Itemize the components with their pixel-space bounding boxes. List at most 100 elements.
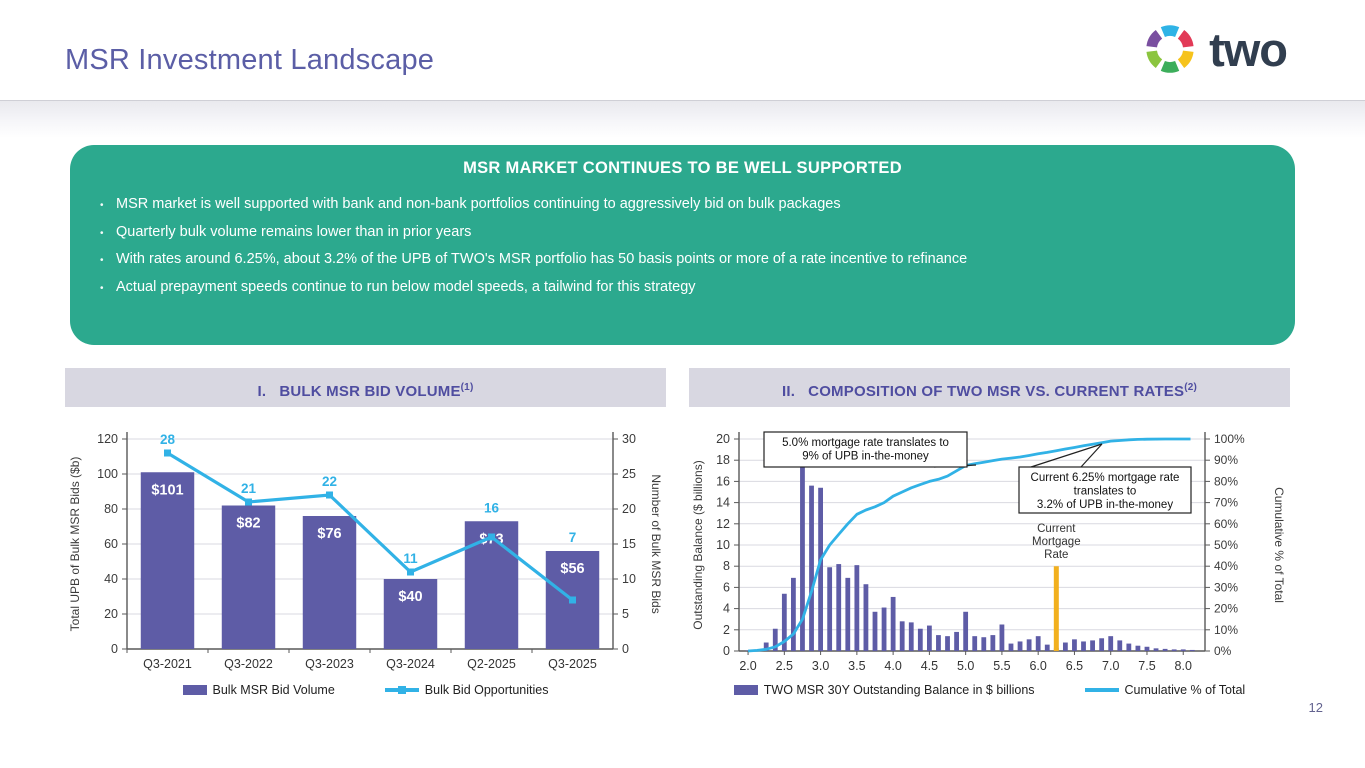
bar-value-label: $101 bbox=[151, 482, 183, 498]
y-right-tick-label: 15 bbox=[622, 537, 636, 551]
histogram-bar bbox=[763, 642, 769, 651]
histogram-bar bbox=[800, 463, 805, 651]
histogram-bar bbox=[908, 622, 914, 651]
data-point-marker bbox=[245, 498, 252, 506]
x-tick-label: 4.5 bbox=[921, 659, 938, 673]
y-right-tick-label: 25 bbox=[622, 467, 636, 481]
bar-value-label: $76 bbox=[317, 526, 341, 542]
current-rate-label: Mortgage bbox=[1032, 536, 1081, 548]
y-left-tick-label: 12 bbox=[716, 517, 730, 531]
bar-value-label: $40 bbox=[398, 589, 422, 605]
y-left-tick-label: 14 bbox=[716, 496, 730, 510]
data-point-marker bbox=[407, 568, 414, 576]
bar bbox=[464, 521, 519, 649]
legend-swatch-rect bbox=[182, 685, 207, 695]
x-tick-label: 7.5 bbox=[1138, 659, 1155, 673]
histogram-bar bbox=[863, 584, 869, 651]
chart-1-header: I. BULK MSR BID VOLUME(1) bbox=[65, 368, 666, 407]
x-tick-label: 3.0 bbox=[812, 659, 829, 673]
y-right-tick-label: 30 bbox=[622, 432, 636, 446]
data-point-marker bbox=[488, 533, 495, 541]
y-right-tick-label: 20% bbox=[1214, 602, 1238, 616]
histogram-bar bbox=[1171, 649, 1177, 651]
y-left-tick-label: 60 bbox=[104, 537, 118, 551]
y-left-tick-label: 40 bbox=[104, 572, 118, 586]
legend-label: Bulk MSR Bid Volume bbox=[212, 683, 335, 697]
key-points-title: MSR MARKET CONTINUES TO BE WELL SUPPORTE… bbox=[463, 159, 902, 177]
y-left-tick-label: 0 bbox=[111, 642, 118, 656]
histogram-bar bbox=[1035, 636, 1041, 651]
y-left-tick-label: 2 bbox=[723, 623, 730, 637]
y-left-tick-label: 4 bbox=[723, 602, 730, 616]
histogram-bar bbox=[999, 624, 1005, 651]
annotation-625pct-leader-line bbox=[1080, 443, 1103, 468]
legend-swatch-rect bbox=[733, 685, 758, 695]
annotation-5pct-text: 9% of UPB in-the-money bbox=[802, 451, 929, 463]
histogram-bar bbox=[745, 650, 751, 651]
annotation-5pct-box bbox=[763, 431, 968, 468]
trend-line bbox=[166, 451, 574, 602]
chart-2-footnote-ref: (2) bbox=[1184, 382, 1198, 393]
histogram-bar bbox=[972, 636, 978, 651]
histogram-bar bbox=[1044, 644, 1050, 651]
company-logo: two bbox=[1141, 20, 1288, 78]
chart-2-header: II. COMPOSITION OF TWO MSR VS. CURRENT R… bbox=[689, 368, 1290, 407]
annotation-625pct-leader-line bbox=[1030, 443, 1103, 468]
y-left-tick-label: 8 bbox=[723, 559, 730, 573]
y-right-tick-label: 100% bbox=[1214, 432, 1245, 446]
y-right-tick-label: 10 bbox=[622, 572, 636, 586]
histogram-bar bbox=[1126, 643, 1132, 651]
histogram-bar bbox=[963, 611, 969, 651]
bulk-msr-bid-volume-chart: 0 20 40 60 80 100 120 0 5 10 15 20 25 30 Total UPB of … bbox=[68, 432, 663, 671]
y-axis-title-left: Outstanding Balance ($ billions) bbox=[691, 460, 705, 629]
histogram-bar bbox=[981, 637, 987, 651]
annotation-625pct-text: 3.2% of UPB in-the-money bbox=[1037, 499, 1173, 511]
histogram-bar bbox=[1026, 639, 1032, 651]
line-value-label: 16 bbox=[484, 500, 500, 515]
histogram-bar bbox=[781, 593, 787, 651]
chart-panel-msr-composition: II. COMPOSITION OF TWO MSR VS. CURRENT R… bbox=[689, 368, 1290, 697]
histogram-bar bbox=[790, 577, 796, 651]
chart-1-title: I. BULK MSR BID VOLUME bbox=[257, 383, 461, 400]
histogram-bar bbox=[899, 621, 905, 651]
histogram-bar bbox=[1144, 646, 1150, 651]
histogram-bar bbox=[1062, 642, 1068, 651]
histogram-bar bbox=[772, 628, 778, 651]
histogram-bar bbox=[1081, 641, 1086, 651]
line-value-label: 22 bbox=[322, 474, 337, 489]
y-right-tick-label: 60% bbox=[1214, 517, 1238, 531]
x-tick-label: 2.0 bbox=[739, 659, 756, 673]
y-axis-title-right: Cumulative % of Total bbox=[1272, 487, 1286, 603]
line-value-label: 21 bbox=[241, 481, 257, 496]
annotation-625pct-box bbox=[1018, 466, 1192, 514]
y-right-tick-label: 70% bbox=[1214, 496, 1238, 510]
key-points-panel: MSR MARKET CONTINUES TO BE WELL SUPPORTE… bbox=[70, 145, 1295, 345]
histogram-bar bbox=[1135, 645, 1141, 651]
logo-wordmark: two bbox=[1209, 22, 1288, 76]
x-tick-label: 4.0 bbox=[884, 659, 901, 673]
line-value-label: 28 bbox=[160, 432, 176, 447]
histogram-bar bbox=[1108, 636, 1114, 651]
x-tick-label: 8.0 bbox=[1175, 659, 1192, 673]
legend-label: TWO MSR 30Y Outstanding Balance in $ bil… bbox=[763, 683, 1035, 697]
current-rate-label: Current bbox=[1037, 523, 1076, 535]
key-point-bullet: Quarterly bulk volume remains lower than… bbox=[98, 219, 1267, 246]
bar-value-label: $82 bbox=[236, 516, 260, 532]
histogram-bar bbox=[827, 567, 833, 651]
histogram-bar bbox=[872, 611, 878, 651]
y-left-tick-label: 6 bbox=[723, 580, 730, 594]
x-tick-label: 5.0 bbox=[957, 659, 974, 673]
y-left-tick-label: 20 bbox=[104, 607, 118, 621]
y-left-tick-label: 16 bbox=[716, 474, 730, 488]
histogram-bar bbox=[936, 635, 941, 651]
y-right-tick-label: 5 bbox=[622, 607, 629, 621]
data-point-marker bbox=[164, 449, 171, 457]
line-value-label: 7 bbox=[569, 530, 577, 545]
legend-swatch-line-marker bbox=[384, 685, 419, 694]
slide-header: MSR Investment Landscape two bbox=[0, 0, 1365, 100]
y-axis-title-right: Number of Bulk MSR Bids bbox=[649, 474, 663, 613]
y-right-tick-label: 50% bbox=[1214, 538, 1238, 552]
current-rate-label: Rate bbox=[1044, 549, 1068, 561]
key-points-list: MSR market is well supported with bank a… bbox=[98, 191, 1267, 302]
